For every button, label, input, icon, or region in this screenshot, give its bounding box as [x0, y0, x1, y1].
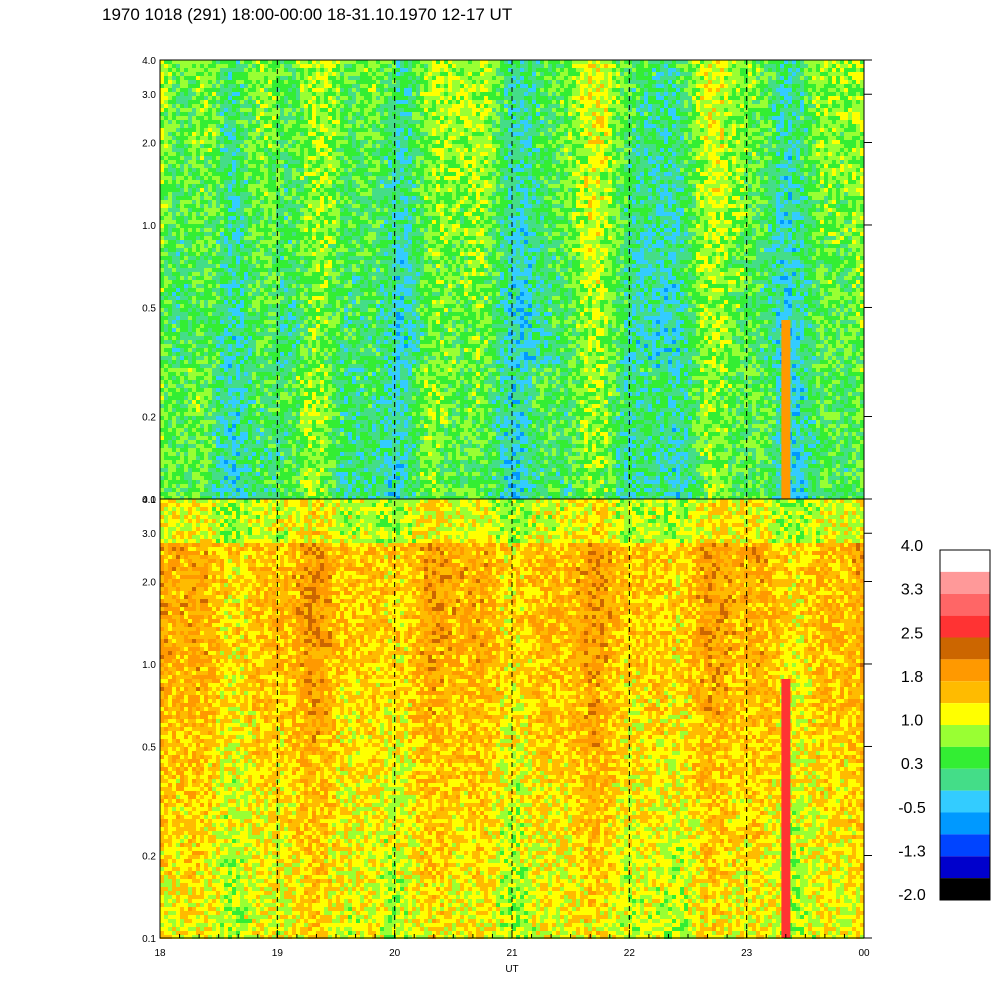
colorbar-label: -0.5 — [898, 800, 926, 817]
colorbar-label: 2.5 — [901, 625, 923, 642]
y-tick-label: 0.1 — [142, 934, 156, 945]
colorbar-label: -2.0 — [898, 887, 926, 904]
colorbar-swatch — [940, 791, 990, 813]
x-axis-label: UT — [505, 964, 518, 975]
colorbar-swatch — [940, 813, 990, 835]
y-tick-label: 0.2 — [142, 852, 156, 863]
colorbar-label: 1.8 — [901, 669, 923, 686]
colorbar-swatch — [940, 747, 990, 769]
colorbar-swatch — [940, 681, 990, 703]
colorbar-label: 0.3 — [901, 756, 923, 773]
colorbar-label: -1.3 — [898, 843, 926, 860]
colorbar-swatch — [940, 616, 990, 638]
y-tick-label: 1.0 — [142, 660, 156, 671]
colorbar-swatch — [940, 572, 990, 594]
x-tick-label: 19 — [272, 948, 284, 959]
colorbar-swatch — [940, 834, 990, 856]
x-tick-label: 23 — [741, 948, 753, 959]
colorbar — [940, 550, 990, 900]
y-tick-label: 3.0 — [142, 529, 156, 540]
colorbar-swatch — [940, 638, 990, 660]
x-tick-label: 21 — [506, 948, 518, 959]
y-tick-label: 2.0 — [142, 138, 156, 149]
y-tick-label: 0.2 — [142, 413, 156, 424]
y-tick-label: 2.0 — [142, 577, 156, 588]
colorbar-swatch — [940, 703, 990, 725]
y-tick-label: 4.0 — [142, 495, 156, 506]
colorbar-swatch — [940, 856, 990, 878]
x-tick-label: 00 — [858, 948, 870, 959]
event-streak — [781, 320, 790, 499]
event-streak — [781, 679, 790, 938]
x-tick-label: 22 — [624, 948, 636, 959]
colorbar-swatch — [940, 769, 990, 791]
y-tick-label: 1.0 — [142, 221, 156, 232]
colorbar-label: 4.0 — [901, 538, 923, 555]
colorbar-swatch — [940, 550, 990, 572]
colorbar-swatch — [940, 659, 990, 681]
colorbar-swatch — [940, 878, 990, 900]
x-tick-label: 20 — [389, 948, 401, 959]
y-tick-label: 0.5 — [142, 303, 156, 314]
colorbar-swatch — [940, 594, 990, 616]
x-tick-label: 18 — [154, 948, 166, 959]
colorbar-label: 1.0 — [901, 713, 923, 730]
colorbar-label: 3.3 — [901, 582, 923, 599]
y-tick-label: 4.0 — [142, 56, 156, 67]
y-tick-label: 3.0 — [142, 90, 156, 101]
y-tick-label: 0.5 — [142, 742, 156, 753]
colorbar-swatch — [940, 725, 990, 747]
